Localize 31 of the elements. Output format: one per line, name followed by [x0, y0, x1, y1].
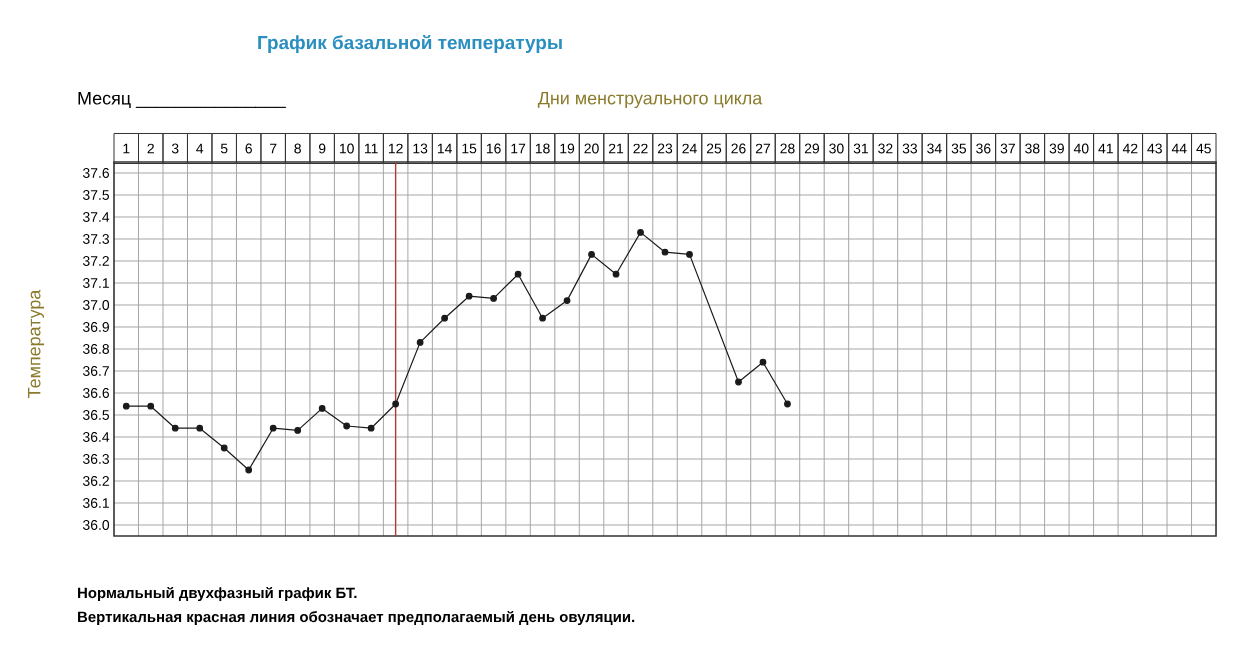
point	[784, 400, 791, 408]
point	[245, 466, 253, 474]
point	[318, 405, 326, 412]
chart-title: График базальной температуры	[258, 34, 562, 54]
point	[343, 422, 351, 430]
point	[686, 251, 693, 258]
point	[294, 427, 302, 434]
point	[563, 297, 571, 304]
point	[637, 229, 644, 236]
point	[392, 400, 400, 408]
point	[661, 248, 669, 256]
text: Месяц _______________	[78, 92, 286, 108]
point	[220, 444, 228, 452]
point	[514, 270, 522, 278]
point	[416, 339, 424, 346]
point	[441, 314, 448, 322]
point	[735, 378, 742, 386]
x-axis-title: Дни менструального цикла	[537, 91, 763, 109]
point	[759, 358, 767, 366]
point	[196, 424, 204, 432]
point	[588, 251, 595, 258]
point	[612, 270, 620, 278]
point	[539, 314, 546, 322]
point	[147, 402, 155, 410]
point	[122, 402, 130, 410]
point	[269, 424, 277, 432]
point	[367, 424, 375, 432]
y-axis-title: Температура	[27, 289, 45, 398]
point	[171, 424, 179, 432]
point	[490, 295, 497, 302]
point	[465, 292, 473, 300]
